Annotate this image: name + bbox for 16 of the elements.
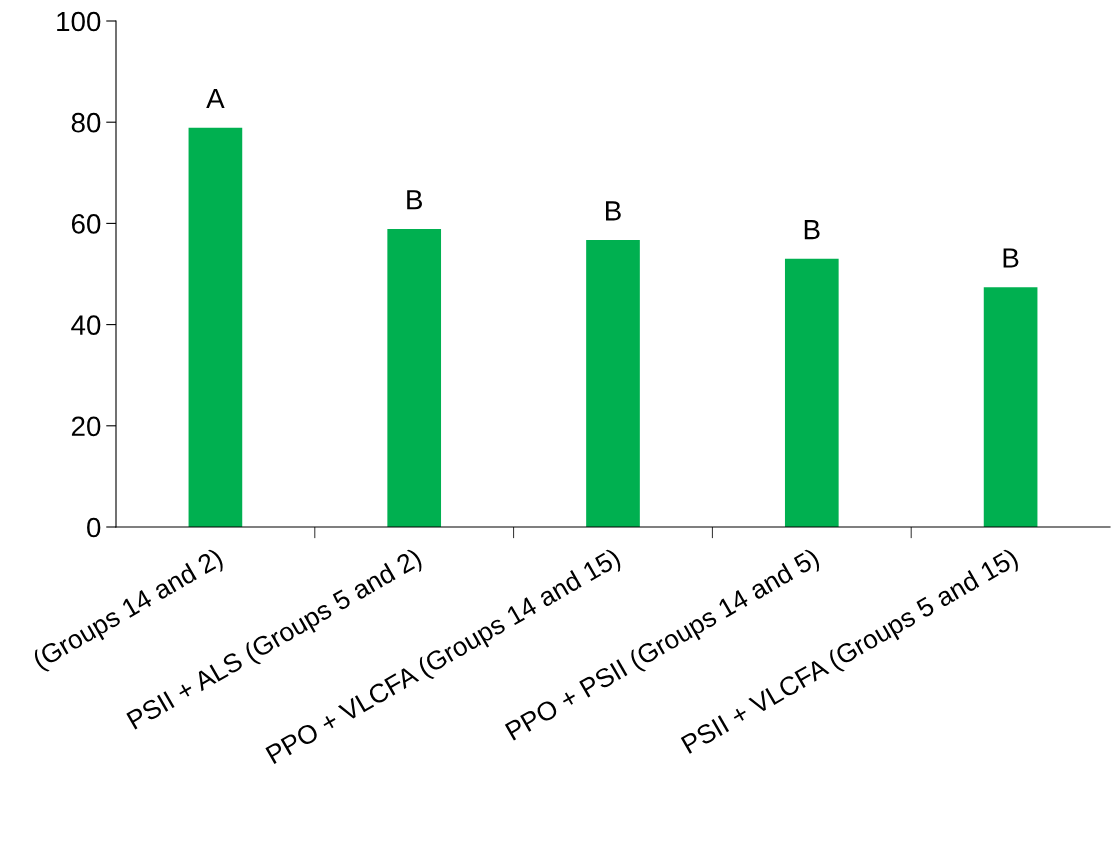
annotation: A [206, 89, 225, 109]
bar [983, 287, 1038, 527]
y-tick-label: 20 [71, 416, 101, 437]
annotation: B [407, 190, 422, 210]
y-tick-label: 0 [87, 517, 101, 538]
y-tick-label: 100 [57, 11, 101, 32]
annotation: B [1003, 248, 1019, 268]
bar [188, 127, 243, 527]
bar [784, 258, 839, 527]
annotation: B [606, 201, 621, 221]
bar [586, 240, 640, 527]
y-tick-label: 40 [71, 315, 101, 335]
annotation: B [804, 220, 820, 240]
y-tick-label: 80 [71, 112, 101, 133]
bar [387, 228, 442, 527]
y-tick-label: 60 [71, 214, 101, 234]
